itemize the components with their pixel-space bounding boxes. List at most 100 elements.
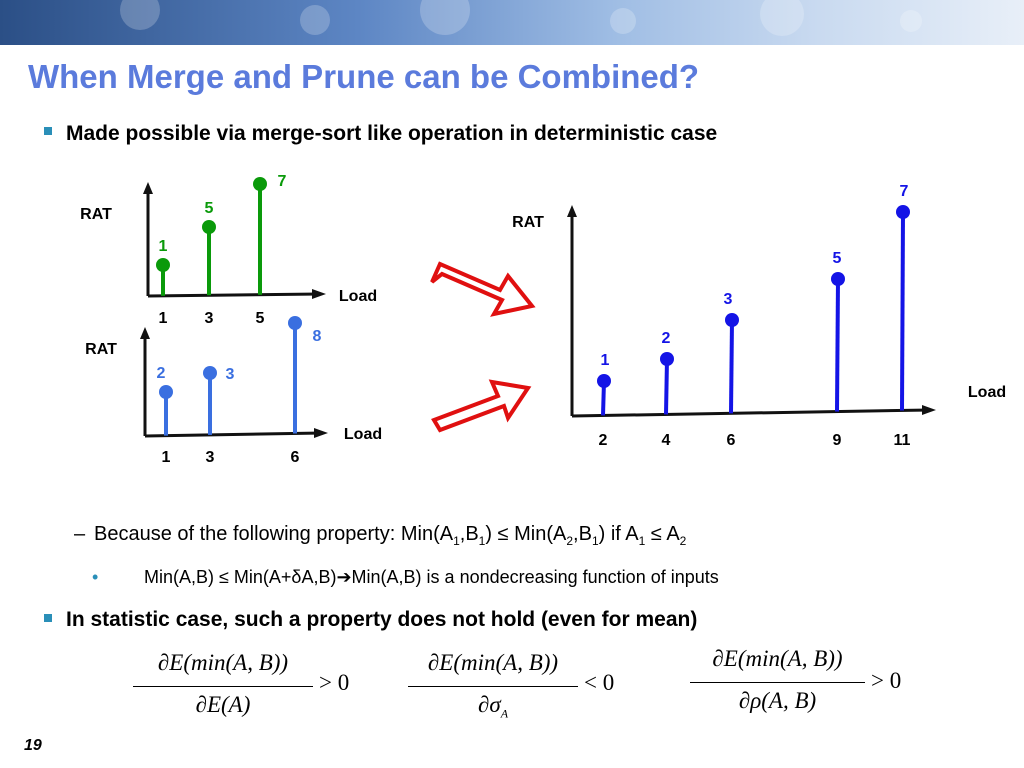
banner-decoration	[900, 10, 922, 32]
stem-point	[597, 374, 611, 388]
y-axis-arrowhead	[567, 205, 577, 217]
property-text: ,B	[573, 523, 592, 545]
x-tick-label: 9	[833, 432, 842, 449]
property-text: ) ≤ Min(A	[485, 523, 567, 545]
formula-relation: > 0	[319, 670, 350, 695]
arrow-icon: ➔	[336, 567, 352, 587]
stem-line	[835, 278, 840, 412]
property-text: ) if A	[598, 523, 639, 545]
formula-relation: > 0	[871, 668, 902, 693]
point-label: 2	[157, 365, 166, 382]
property-text: Because of the following property: Min(A	[94, 523, 454, 545]
monotonic-text: Min(A,B) is a nondecreasing function of …	[351, 567, 719, 587]
point-label: 8	[313, 328, 322, 345]
x-tick-label: 1	[159, 310, 168, 327]
y-axis-label: RAT	[85, 341, 117, 358]
slide-number: 19	[24, 737, 42, 754]
stem-point	[203, 366, 217, 380]
x-tick-label: 11	[894, 432, 911, 449]
sub-bullet-dash: –	[74, 523, 86, 545]
x-tick-label: 4	[662, 432, 671, 449]
monotonic-text: A,B)	[301, 567, 337, 587]
formula-sigma: ∂E(min(A, B)) ∂σA < 0	[408, 650, 614, 724]
header-banner	[0, 0, 1024, 45]
formula-denominator: ∂σA	[408, 692, 578, 722]
x-axis-arrowhead	[922, 405, 936, 415]
x-axis	[571, 408, 931, 418]
delta-symbol: δ	[291, 567, 302, 587]
property-text: ≤ A	[645, 523, 680, 545]
x-axis-label: Load	[339, 288, 377, 305]
x-tick-label: 3	[206, 449, 215, 466]
x-tick-label: 1	[162, 449, 171, 466]
subscript: 1	[478, 534, 486, 548]
banner-decoration	[760, 0, 804, 36]
bullet-deterministic: Made possible via merge-sort like operat…	[66, 122, 718, 145]
monotonic-text: Min(A,B) ≤ Min(A+	[144, 567, 292, 587]
formula-numerator: ∂E(min(A, B))	[157, 650, 289, 675]
subscript: 2	[679, 534, 687, 548]
bullet-statistic: In statistic case, such a property does …	[66, 608, 698, 631]
x-axis-arrowhead	[312, 289, 326, 299]
merge-arrow-icon	[430, 261, 536, 317]
stem-point	[202, 220, 216, 234]
x-tick-label: 5	[256, 310, 265, 327]
point-label: 5	[833, 250, 842, 267]
x-tick-label: 2	[599, 432, 608, 449]
stem-point	[253, 177, 267, 191]
stem-point	[288, 316, 302, 330]
formula-mean: ∂E(min(A, B)) ∂E(A) > 0	[133, 650, 349, 724]
stem-point	[159, 385, 173, 399]
sub-sub-bullet-monotonic: Min(A,B) ≤ Min(A+δA,B)➔Min(A,B) is a non…	[144, 567, 719, 588]
point-label: 2	[662, 330, 671, 347]
stem-line	[900, 211, 905, 411]
property-text: ,B	[459, 523, 479, 545]
stem-point	[660, 352, 674, 366]
rat-load-charts: RATLoad115375RATLoad213386RATLoad1224365…	[80, 173, 1006, 466]
merge-arrow-icon	[431, 379, 532, 433]
formula-rho: ∂E(min(A, B)) ∂ρ(A, B) > 0	[690, 646, 901, 720]
x-tick-label: 6	[727, 432, 736, 449]
sub-sub-bullet-dot: •	[92, 567, 99, 587]
y-axis-arrowhead	[140, 327, 150, 339]
point-label: 5	[205, 200, 214, 217]
stem-line	[664, 358, 669, 415]
formula-denominator: ∂E(A)	[195, 692, 251, 717]
y-axis-label: RAT	[512, 214, 544, 231]
point-label: 3	[724, 291, 733, 308]
y-axis-label: RAT	[80, 206, 112, 223]
x-axis-arrowhead	[314, 428, 328, 438]
fraction-bar	[690, 682, 865, 683]
stem-point	[156, 258, 170, 272]
subscript: 1	[591, 534, 599, 548]
stem-point	[831, 272, 845, 286]
point-label: 1	[601, 352, 610, 369]
formula-denominator: ∂ρ(A, B)	[738, 688, 817, 713]
formula-denominator-text: ∂σ	[477, 692, 501, 717]
x-tick-label: 6	[291, 449, 300, 466]
point-label: 3	[226, 366, 235, 383]
x-axis-label: Load	[344, 426, 382, 443]
stem-point	[896, 205, 910, 219]
bullet-marker	[44, 614, 52, 622]
subscript: A	[500, 706, 509, 721]
banner-decoration	[610, 8, 636, 34]
point-label: 7	[278, 173, 287, 190]
formula-relation: < 0	[584, 670, 615, 695]
subscript: 1	[453, 534, 460, 548]
point-label: 7	[900, 183, 909, 200]
stem-line	[729, 319, 734, 414]
x-tick-label: 3	[205, 310, 214, 327]
stem-point	[725, 313, 739, 327]
fraction-bar	[133, 686, 313, 687]
formula-numerator: ∂E(min(A, B))	[427, 650, 559, 675]
y-axis-arrowhead	[143, 182, 153, 194]
bullet-marker	[44, 127, 52, 135]
x-axis	[144, 431, 323, 438]
subscript: 1	[638, 534, 646, 548]
sub-bullet-property: Because of the following property: Min(A…	[94, 523, 686, 548]
formula-numerator: ∂E(min(A, B))	[712, 646, 843, 671]
subscript: 2	[566, 534, 574, 548]
point-label: 1	[159, 238, 168, 255]
slide-title: When Merge and Prune can be Combined?	[28, 58, 700, 95]
